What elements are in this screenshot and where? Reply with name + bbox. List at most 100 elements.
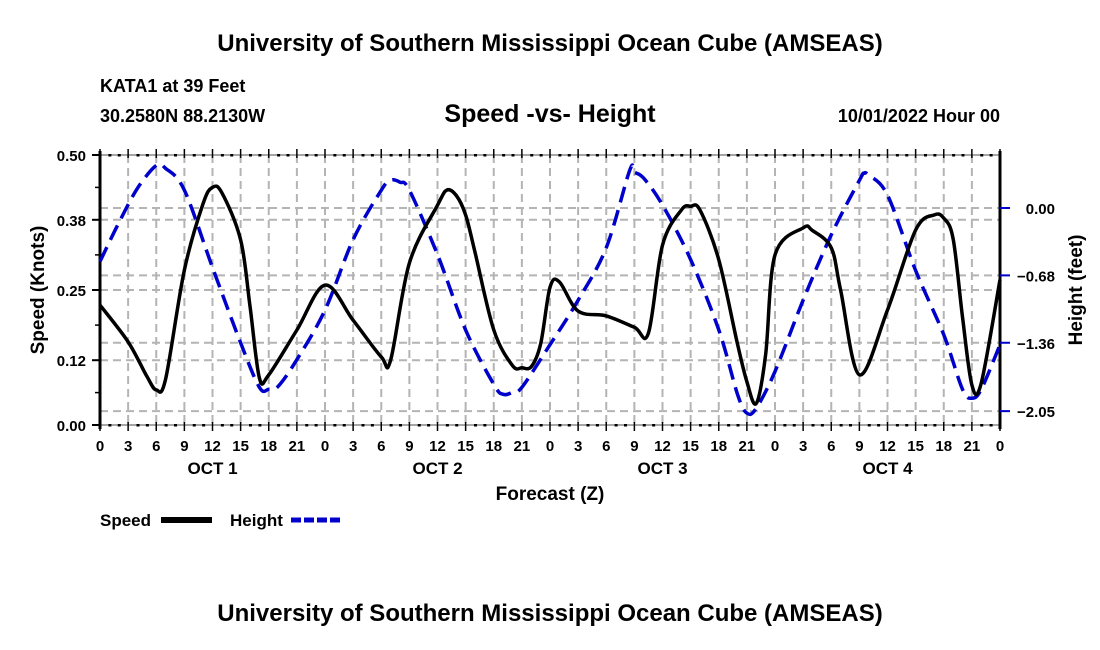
bottom-minor-tick: [174, 424, 177, 427]
bottom-minor-tick: [427, 424, 431, 427]
top-minor-tick: [136, 154, 140, 157]
bottom-minor-tick: [877, 424, 881, 427]
bottom-minor-tick: [305, 424, 309, 427]
day-label: OCT 3: [637, 459, 687, 478]
top-minor-tick: [258, 154, 262, 157]
x-tick-label: 18: [935, 438, 952, 455]
bottom-minor-tick: [614, 424, 618, 427]
x-tick-label: 0: [996, 438, 1004, 455]
x-tick-label: 12: [429, 438, 446, 455]
chart-subtitle: Speed -vs- Height: [444, 100, 656, 128]
top-minor-tick: [839, 154, 843, 157]
x-axis-label: Forecast (Z): [496, 484, 605, 505]
series-layer: [98, 162, 1002, 417]
bottom-minor-tick: [455, 424, 459, 427]
bottom-minor-tick: [445, 424, 449, 427]
bottom-minor-tick: [642, 424, 646, 427]
top-minor-tick: [558, 154, 562, 157]
bottom-minor-tick: [530, 424, 534, 427]
top-minor-tick: [117, 154, 121, 157]
top-minor-tick: [755, 154, 759, 157]
bottom-minor-tick: [811, 424, 815, 427]
top-minor-tick: [370, 154, 374, 157]
bottom-minor-tick: [699, 424, 702, 427]
bottom-minor-tick: [924, 424, 927, 427]
bottom-minor-tick: [370, 424, 374, 427]
top-minor-tick: [961, 154, 965, 157]
top-minor-tick: [811, 154, 815, 157]
bottom-minor-tick: [624, 424, 627, 427]
top-minor-tick: [989, 154, 993, 157]
bottom-minor-tick: [933, 424, 937, 427]
y-tick-label: 0.38: [57, 213, 86, 230]
plot-frame: 0.00 0.12 0.25 0.38 0.50 0.00 −0.68 −1.36 −2.05 0…: [57, 148, 1055, 478]
top-minor-tick: [502, 154, 506, 157]
bottom-minor-tick: [277, 424, 281, 427]
bottom-minor-tick: [108, 424, 112, 427]
top-minor-tick: [192, 154, 196, 157]
x-tick-label: 15: [682, 438, 699, 455]
top-minor-tick: [642, 154, 646, 157]
x-tick-label: 3: [349, 438, 357, 455]
top-minor-tick: [474, 154, 477, 157]
x-tick-label: 21: [739, 438, 756, 455]
x-tick-label: 12: [204, 438, 221, 455]
top-minor-tick: [680, 154, 684, 157]
x-tick-label: 12: [879, 438, 896, 455]
bottom-minor-tick: [117, 424, 121, 427]
bottom-minor-tick: [249, 424, 252, 427]
bottom-minor-tick: [867, 424, 871, 427]
top-minor-tick: [586, 154, 590, 157]
top-minor-tick: [305, 154, 309, 157]
bottom-minor-tick: [145, 424, 149, 427]
bottom-minor-tick: [708, 424, 712, 427]
top-minor-tick: [333, 154, 337, 157]
top-minor-tick: [277, 154, 281, 157]
bottom-minor-tick: [680, 424, 684, 427]
top-minor-tick: [145, 154, 149, 157]
bottom-minor-tick: [361, 424, 365, 427]
top-minor-tick: [399, 154, 402, 157]
x-tick-label: 21: [289, 438, 306, 455]
x-tick-label: 18: [260, 438, 277, 455]
x-tick-label: 9: [855, 438, 863, 455]
day-label: OCT 2: [412, 459, 462, 478]
bottom-minor-tick: [839, 424, 843, 427]
x-tick-label: 15: [457, 438, 474, 455]
bottom-minor-tick: [961, 424, 965, 427]
x-tick-label: 21: [514, 438, 531, 455]
bottom-minor-tick: [474, 424, 477, 427]
bottom-minor-tick: [670, 424, 674, 427]
top-minor-tick: [952, 154, 956, 157]
top-minor-tick: [849, 154, 852, 157]
bottom-minor-tick: [727, 424, 731, 427]
top-minor-tick: [877, 154, 881, 157]
x-tick-label: 18: [485, 438, 502, 455]
x-tick-label: 3: [124, 438, 132, 455]
top-minor-tick: [417, 154, 421, 157]
top-minor-tick: [764, 154, 768, 157]
x-tick-label: 12: [654, 438, 671, 455]
bottom-minor-tick: [164, 424, 168, 427]
top-minor-tick: [736, 154, 740, 157]
x-tick-label: 9: [405, 438, 413, 455]
legend-speed-label: Speed: [100, 511, 151, 530]
top-minor-tick: [905, 154, 909, 157]
bottom-minor-tick: [202, 424, 206, 427]
bottom-minor-tick: [595, 424, 599, 427]
forecast-datetime: 10/01/2022 Hour 00: [837, 106, 1000, 126]
y2-tick-label: −2.05: [1017, 404, 1055, 421]
bottom-minor-tick: [483, 424, 487, 427]
bottom-minor-tick: [511, 424, 515, 427]
bottom-minor-tick: [342, 424, 346, 427]
y2-tick-label: −1.36: [1017, 336, 1055, 353]
top-minor-tick: [511, 154, 515, 157]
station-label: KATA1 at 39 Feet: [100, 76, 246, 96]
bottom-minor-tick: [192, 424, 196, 427]
top-minor-tick: [670, 154, 674, 157]
y-axis-label: Speed (Knots): [28, 226, 49, 355]
top-minor-tick: [792, 154, 796, 157]
top-minor-tick: [783, 154, 787, 157]
top-minor-tick: [980, 154, 984, 157]
